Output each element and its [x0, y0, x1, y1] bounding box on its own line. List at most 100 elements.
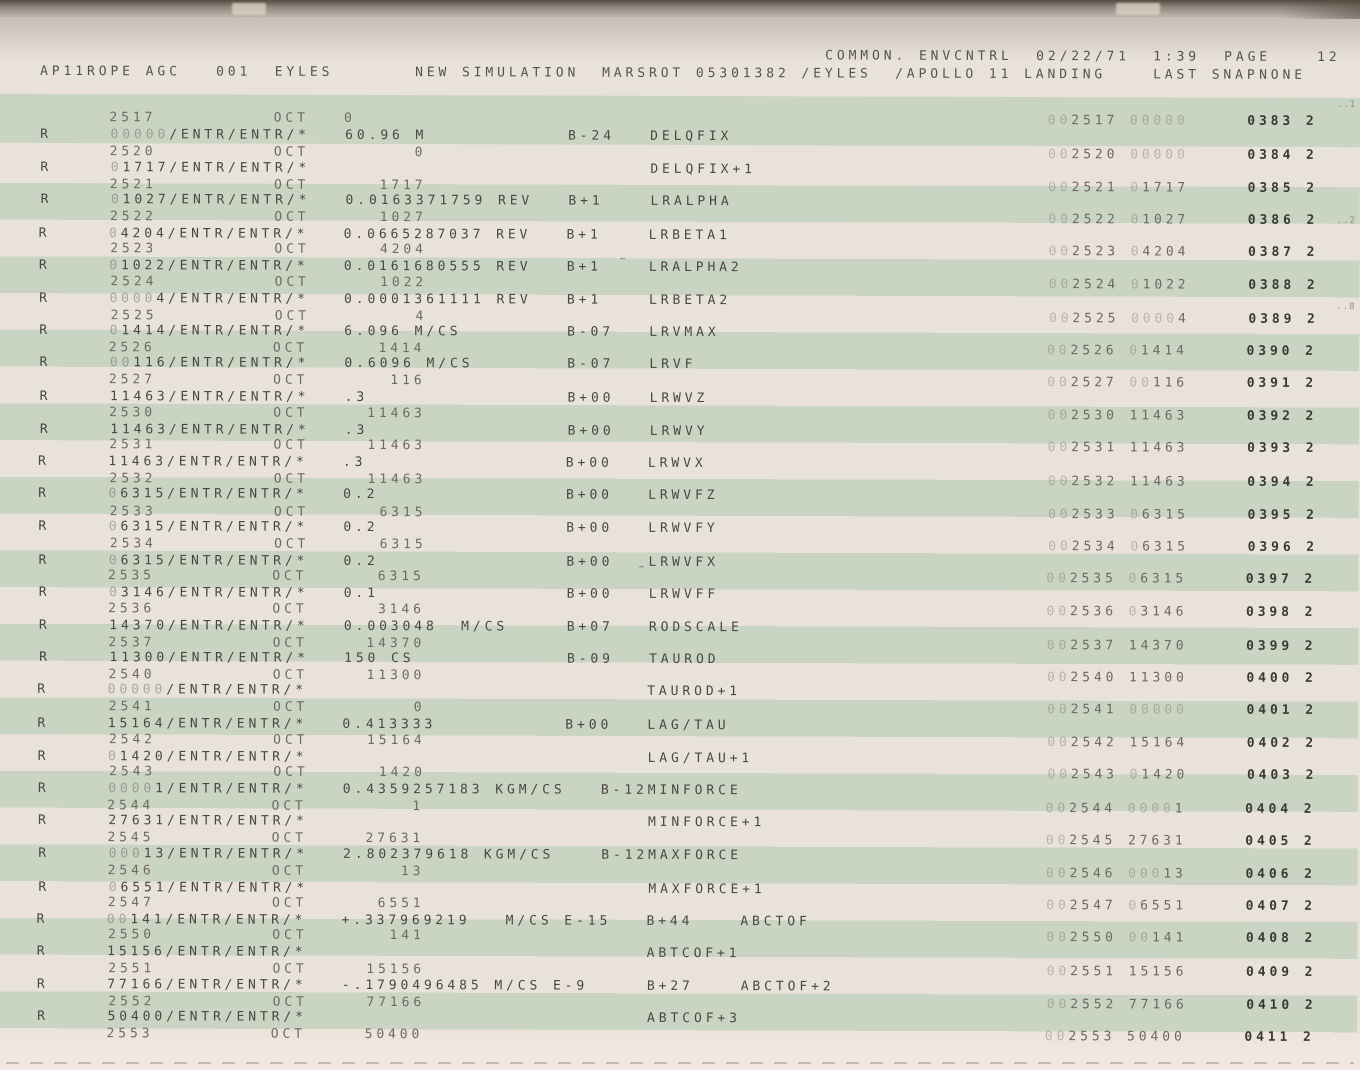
opcode-field: OCT	[274, 308, 311, 324]
octal-value-field: 1420	[378, 764, 426, 781]
symbol-label-field: LRWVX	[647, 455, 707, 472]
margin-mark: ..1	[1336, 100, 1357, 111]
octal-value-field: 0	[343, 111, 356, 127]
opcode-field: OCT	[272, 568, 308, 584]
memory-address-field: 002546	[1046, 865, 1117, 881]
margin-mark: ..8	[1336, 302, 1356, 313]
scale-factor-field: B+00	[566, 554, 614, 570]
memory-contents-field: 00000	[1129, 702, 1188, 718]
scan-artifact: ~	[619, 253, 626, 265]
scale-factor-field: B+07	[566, 619, 614, 635]
address-field: 2546	[107, 862, 155, 878]
dsky-entry-field: 01717/ENTR/ENTR/*	[110, 159, 311, 176]
bank-field: 2	[1306, 180, 1319, 196]
sequence-number-field: 0397	[1245, 571, 1293, 588]
sequence-number-field: 0386	[1247, 212, 1295, 228]
memory-contents-field: 00116	[1129, 375, 1189, 391]
octal-value-field: 6315	[379, 504, 427, 520]
scan-artifact	[1280, 0, 1360, 19]
memory-contents-field: 11463	[1129, 474, 1189, 490]
memory-address-field: 002537	[1046, 637, 1118, 653]
address-field: 2536	[108, 600, 156, 616]
engineering-value-field: 0.0161680555 REV	[343, 259, 532, 275]
scan-artifact	[0, 19, 1360, 61]
memory-contents-field: 11300	[1129, 670, 1188, 686]
memory-contents-field: 03146	[1128, 603, 1188, 620]
engineering-value-field: 0.0665287037 REV	[343, 226, 532, 243]
memory-contents-field: 01414	[1129, 343, 1188, 359]
octal-value-field: 50400	[364, 1026, 424, 1043]
address-field: 2551	[108, 961, 156, 977]
address-field: 2523	[110, 241, 158, 257]
remark-prefix-field: R	[38, 226, 51, 242]
memory-contents-field: 04204	[1130, 244, 1190, 260]
remark-prefix-field: R	[38, 617, 51, 633]
dsky-entry-field: 06315/ENTR/ENTR/*	[108, 486, 308, 503]
scale-factor-field: B+1	[566, 259, 602, 276]
opcode-field: OCT	[272, 962, 308, 978]
scale-factor-field: B-09	[566, 651, 614, 667]
sequence-number-field: 0404	[1245, 801, 1293, 817]
memory-address-field: 002543	[1047, 766, 1118, 783]
opcode-field: OCT	[273, 145, 310, 161]
sequence-number-field: 0384	[1247, 148, 1295, 164]
opcode-field: OCT	[270, 1026, 306, 1042]
memory-address-field: 002534	[1048, 538, 1119, 555]
octal-value-field: 116	[390, 373, 426, 389]
memory-contents-field: 77166	[1128, 997, 1188, 1013]
remark-prefix-field: R	[38, 552, 51, 568]
remark-prefix-field: R	[39, 355, 52, 371]
address-field: 2543	[109, 764, 157, 780]
dsky-entry-field: 00013/ENTR/ENTR/*	[108, 845, 309, 862]
memory-address-field: 002536	[1046, 603, 1117, 619]
octal-value-field: 27631	[365, 831, 425, 847]
octal-value-field: 0	[413, 700, 426, 716]
engineering-value-field: .3	[344, 422, 369, 438]
dsky-entry-field: 00000/ENTR/ENTR/*	[107, 682, 308, 698]
symbol-label-field: LRWVFZ	[648, 488, 719, 504]
symbol-label-field: MAXFORCE+1	[648, 881, 766, 897]
dsky-entry-field: 03146/ENTR/ENTR/*	[109, 585, 309, 601]
remark-prefix-field: R	[38, 813, 50, 829]
opcode-field: OCT	[273, 110, 309, 127]
dsky-entry-field: 27631/ENTR/ENTR/*	[108, 813, 308, 830]
opcode-field: OCT	[272, 601, 308, 617]
scale-factor-field: B+44	[646, 913, 694, 929]
memory-address-field: 002532	[1047, 474, 1119, 490]
sequence-number-field: 0393	[1247, 440, 1295, 456]
memory-contents-field: 27631	[1127, 833, 1187, 849]
bank-field: 2	[1305, 114, 1318, 130]
remark-prefix-field: R	[39, 389, 52, 405]
sequence-number-field: 0408	[1245, 931, 1293, 947]
sequence-number-field: 0395	[1247, 507, 1295, 523]
symbol-label-field: LRWVFY	[648, 520, 719, 536]
address-field: 2541	[108, 699, 156, 715]
symbol-label-field: ABCTOF	[740, 914, 811, 930]
address-field: 2517	[109, 110, 157, 126]
dsky-entry-field: 50400/ENTR/ENTR/*	[107, 1009, 307, 1025]
sequence-number-field: 0396	[1247, 539, 1295, 555]
remark-prefix-field: R	[37, 1008, 49, 1024]
engineering-value-field: 0.2	[343, 487, 379, 503]
symbol-label-field: LRALPHA2	[648, 260, 743, 276]
sequence-number-field: 0402	[1246, 735, 1294, 751]
memory-contents-field: 50400	[1127, 1029, 1186, 1045]
address-field: 2532	[109, 471, 157, 487]
octal-value-field: 1717	[379, 177, 427, 193]
sequence-number-field: 0389	[1248, 311, 1296, 327]
opcode-field: OCT	[274, 536, 310, 552]
bank-field: 2	[1304, 670, 1317, 686]
bank-field: 2	[1305, 408, 1318, 424]
remark-prefix-field: R	[37, 780, 50, 796]
scale-factor-field: B-24	[568, 128, 615, 145]
remark-prefix-field: R	[37, 716, 50, 732]
opcode-field: OCT	[272, 895, 308, 911]
memory-contents-field: 01420	[1129, 767, 1189, 783]
address-field: 2531	[109, 437, 157, 453]
remark-prefix-field: R	[39, 290, 51, 306]
scale-factor-field: B-12	[600, 782, 648, 798]
memory-address-field: 002552	[1046, 996, 1118, 1013]
listing-line-remark: R 01717/ENTR/ENTR/* DELQFIX+1	[0, 160, 1360, 179]
address-field: 2520	[109, 144, 157, 160]
scale-factor-field: B+00	[565, 488, 613, 504]
